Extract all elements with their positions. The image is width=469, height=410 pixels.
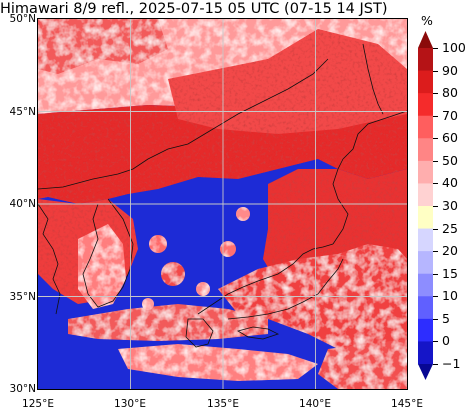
colorbar-tick-label: 15	[442, 265, 458, 281]
lat-label-35: 35°N	[9, 291, 36, 303]
colorbar-tick-label: 30	[442, 198, 458, 213]
colorbar-tick	[433, 93, 438, 95]
coastline-china-east	[38, 203, 61, 315]
colorbar-tick	[433, 228, 438, 230]
colorbar-segment	[418, 341, 433, 365]
colorbar-tick	[433, 48, 438, 49]
coastline-honshu-south	[227, 258, 344, 320]
cloud-band-manchuria	[168, 29, 407, 134]
colorbar-segment	[418, 183, 433, 207]
map-title: Himawari 8/9 refl., 2025-07-15 05 UTC (0…	[0, 1, 388, 17]
colorbar-tick-label: 20	[442, 243, 458, 259]
coastline-shikoku	[236, 326, 280, 340]
colorbar-tick	[433, 160, 438, 162]
satellite-reflectivity-map	[37, 18, 408, 390]
colorbar-tick-label: 60	[442, 130, 458, 146]
colorbar-segment	[418, 160, 433, 184]
lat-label-45: 45°N	[9, 106, 36, 118]
colorbar-tick	[433, 296, 438, 298]
colorbar-tick	[433, 273, 438, 275]
colorbar-segment	[418, 318, 433, 342]
colorbar-tick-label: 0	[442, 333, 450, 349]
colorbar-tip-top	[418, 31, 433, 48]
lon-label-140: 140°E	[299, 398, 331, 410]
colorbar-tick-label: 90	[442, 62, 458, 78]
colorbar-unit: %	[421, 13, 433, 28]
colorbar-tick	[433, 251, 438, 253]
colorbar-tick	[433, 318, 438, 320]
cloud-korea-peninsula	[78, 224, 126, 309]
colorbar-segment	[418, 206, 433, 230]
cloud-streak-south-2	[118, 344, 318, 381]
colorbar-segment	[418, 228, 433, 252]
colorbar-segment	[418, 48, 433, 72]
colorbar-tip-bottom	[418, 364, 433, 380]
graticule	[38, 19, 407, 389]
lon-label-130: 130°E	[114, 398, 146, 410]
colorbar-tick	[433, 70, 438, 72]
coastline-korea	[82, 198, 134, 308]
cloud-patch	[196, 282, 210, 296]
colorbar-segment	[418, 70, 433, 94]
cloud-streak-south-1	[68, 304, 268, 341]
lat-label-30: 30°N	[9, 383, 36, 395]
colorbar-segment	[418, 115, 433, 139]
colorbar-segment	[418, 296, 433, 320]
colorbar-tick	[433, 115, 438, 117]
coastline-hokkaido	[342, 110, 407, 160]
colorbar-tick-label: −1	[442, 356, 461, 371]
cloud-patch	[161, 262, 185, 286]
cloud-honshu	[218, 244, 407, 359]
coastlines	[38, 43, 407, 348]
lon-label-145: 145°E	[391, 398, 423, 410]
colorbar-tick	[433, 341, 438, 343]
colorbar-segments	[418, 31, 433, 380]
colorbar-tick-label: 100	[442, 40, 466, 55]
colorbar-tick-label: 5	[442, 310, 450, 326]
coastline-honshu-east	[332, 158, 349, 245]
lat-label-40: 40°N	[9, 198, 36, 210]
cloud-patch	[142, 298, 154, 310]
lon-label-135: 135°E	[207, 398, 239, 410]
colorbar-segment	[418, 138, 433, 162]
map-canvas	[38, 19, 407, 389]
coastline-china-korea	[38, 58, 329, 190]
cloud-patch	[236, 207, 250, 221]
cloud-patch	[220, 241, 236, 257]
colorbar-segment	[418, 93, 433, 117]
colorbar-tick-label: 10	[442, 288, 458, 304]
colorbar-tick-label: 50	[442, 152, 458, 168]
lon-label-125: 125°E	[22, 398, 54, 410]
colorbar-tick	[433, 206, 438, 207]
cloud-patch	[149, 235, 167, 253]
colorbar-tick-label: 25	[442, 220, 458, 236]
coastline-sakhalin	[362, 43, 384, 115]
coastline-kyushu	[185, 318, 214, 348]
colorbar-tick	[433, 138, 438, 140]
colorbar-tick-label: 40	[442, 175, 458, 191]
colorbar-tick	[433, 364, 438, 365]
cloud-east-sea-patches	[318, 339, 407, 389]
cloud-north-west-lobe	[38, 19, 168, 74]
lat-label-50: 50°N	[9, 13, 36, 25]
colorbar-segment	[418, 273, 433, 297]
colorbar-tick	[433, 183, 438, 185]
colorbar-tick-label: 80	[442, 85, 458, 101]
colorbar-segment	[418, 251, 433, 275]
colorbar	[418, 31, 433, 380]
colorbar-tick-label: 70	[442, 107, 458, 123]
